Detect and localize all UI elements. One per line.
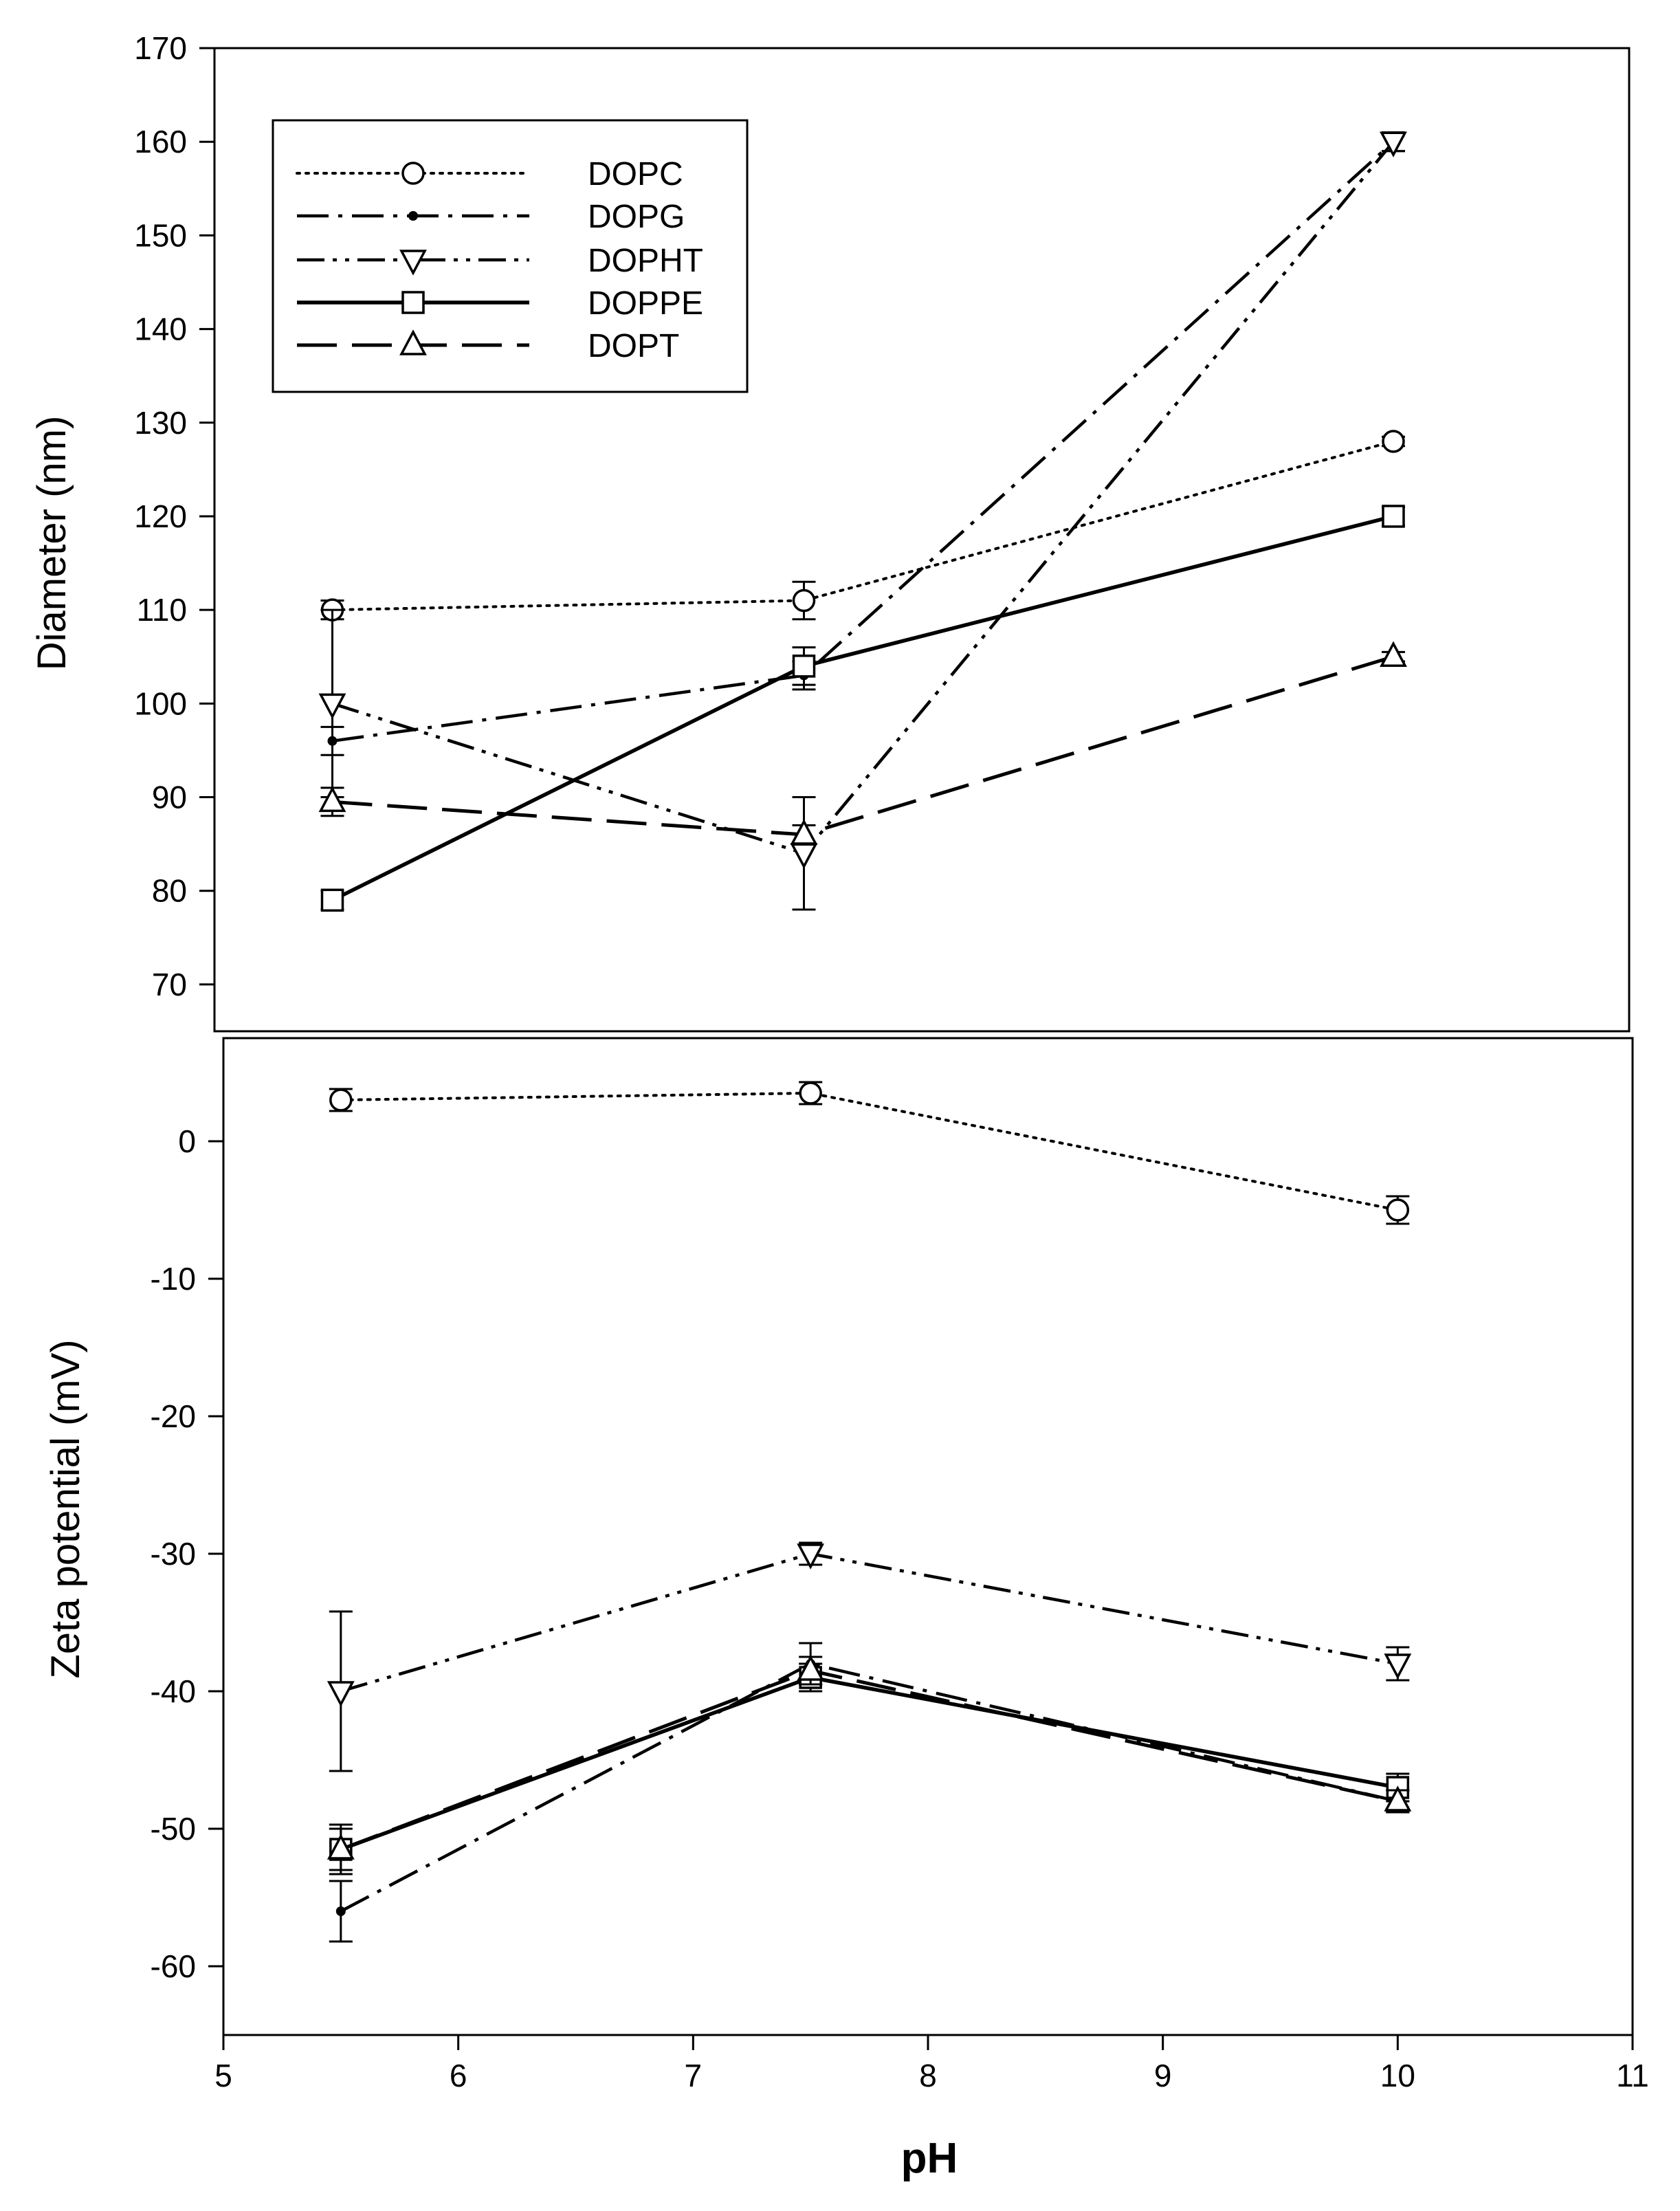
x-tick-label: 6 (450, 2058, 467, 2093)
zeta-point-dopht (327, 1681, 355, 1707)
zeta-y-tick-label: -20 (151, 1398, 196, 1434)
diameter-y-tick-label: 110 (137, 592, 187, 628)
diameter-point-dopt (1380, 641, 1407, 667)
legend: DOPC DOPG DOPHT DOPPE DOPT (272, 119, 749, 393)
diameter-point-doppe (792, 654, 816, 678)
diameter-point-doppe (320, 888, 344, 912)
legend-label-doppe: DOPPE (588, 285, 703, 322)
zeta-y-tick-label: -50 (151, 1811, 196, 1847)
diameter-point-dopht (1380, 131, 1407, 157)
zeta-point-dopg (335, 1906, 346, 1916)
diameter-series-doppe (320, 505, 1405, 912)
legend-label-dopg: DOPG (588, 199, 685, 235)
legend-item-dopc: DOPC (296, 156, 683, 192)
zeta-y-tick-label: 0 (178, 1123, 196, 1159)
diameter-point-doppe (1382, 505, 1405, 528)
x-axis-title: pH (901, 2135, 958, 2182)
diameter-y-tick-label: 160 (134, 124, 187, 160)
diameter-plot-frame (213, 47, 1631, 1033)
legend-label-dopht: DOPHT (588, 243, 703, 279)
x-tick-label: 7 (685, 2058, 703, 2093)
legend-item-dopg: DOPG (297, 199, 685, 235)
zeta-series-dopc (329, 1081, 1410, 1225)
x-tick-label: 9 (1154, 2058, 1172, 2093)
x-tick-label: 10 (1380, 2058, 1415, 2093)
diameter-y-tick-label: 130 (134, 405, 187, 441)
legend-marker-dopt (399, 329, 427, 355)
diameter-y-tick-label: 90 (152, 780, 187, 815)
diameter-point-dopc (1382, 430, 1405, 453)
zeta-point-dopc (799, 1081, 822, 1105)
zeta-point-dopc (329, 1088, 353, 1112)
legend-marker-dopg (408, 211, 418, 221)
zeta-y-axis-title: Zeta potential (mV) (43, 1339, 88, 1678)
legend-label-dopc: DOPC (588, 156, 683, 192)
zeta-point-dopht (1384, 1653, 1412, 1680)
legend-item-dopt: DOPT (297, 328, 679, 364)
diameter-point-dopt (790, 819, 818, 845)
zeta-point-dopt (327, 1834, 355, 1860)
legend-item-doppe: DOPPE (297, 285, 703, 322)
zeta-point-dopt (1384, 1785, 1412, 1812)
diameter-point-dopht (318, 693, 346, 720)
legend-marker-dopht (399, 250, 427, 276)
legend-marker-doppe (401, 291, 425, 314)
zeta-point-dopt (797, 1655, 825, 1681)
diameter-y-tick-label: 120 (134, 498, 187, 534)
zeta-line-dopg (340, 1662, 1398, 1913)
zeta-series-dopt (327, 1655, 1412, 1871)
diameter-series-dopt (318, 641, 1407, 846)
diameter-y-tick-label: 70 (152, 967, 187, 1002)
diameter-line-dopg (332, 140, 1395, 743)
diameter-point-dopc (792, 588, 816, 613)
diameter-point-dopt (318, 786, 346, 813)
zeta-y-tick-label: -30 (151, 1536, 196, 1572)
diameter-y-tick-label: 140 (134, 311, 187, 347)
x-tick-label: 11 (1616, 2058, 1649, 2093)
zeta-point-dopc (1386, 1198, 1410, 1222)
x-tick-label: 5 (214, 2058, 232, 2093)
legend-item-dopht: DOPHT (297, 243, 703, 279)
legend-label-dopt: DOPT (588, 328, 679, 364)
legend-marker-dopc (401, 162, 425, 185)
zeta-panel: -60 -50 -40 -30 -20 -10 0 5 6 7 8 9 10 11 Zeta potent… (43, 1037, 1649, 2182)
diameter-y-axis-title: Diameter (nm) (30, 416, 74, 671)
diameter-y-tick-label: 150 (134, 217, 187, 253)
diameter-panel: 70 80 90 100 110 120 130 140 150 160 170 Diameter … (30, 30, 1631, 1033)
zeta-y-tick-label: -60 (151, 1948, 196, 1984)
diameter-line-dopc (331, 440, 1395, 612)
diameter-y-tick-label: 100 (134, 685, 187, 721)
zeta-series-dopht (327, 1541, 1412, 1772)
diameter-y-tick-label: 80 (152, 873, 187, 909)
zeta-line-dopc (339, 1091, 1400, 1211)
x-tick-label: 8 (919, 2058, 937, 2093)
zeta-y-tick-label: -40 (151, 1673, 196, 1709)
zeta-point-dopht (797, 1543, 825, 1570)
diameter-y-tick-label: 170 (134, 30, 187, 66)
zeta-y-tick-label: -10 (151, 1261, 196, 1297)
diameter-series-dopht (318, 131, 1407, 911)
